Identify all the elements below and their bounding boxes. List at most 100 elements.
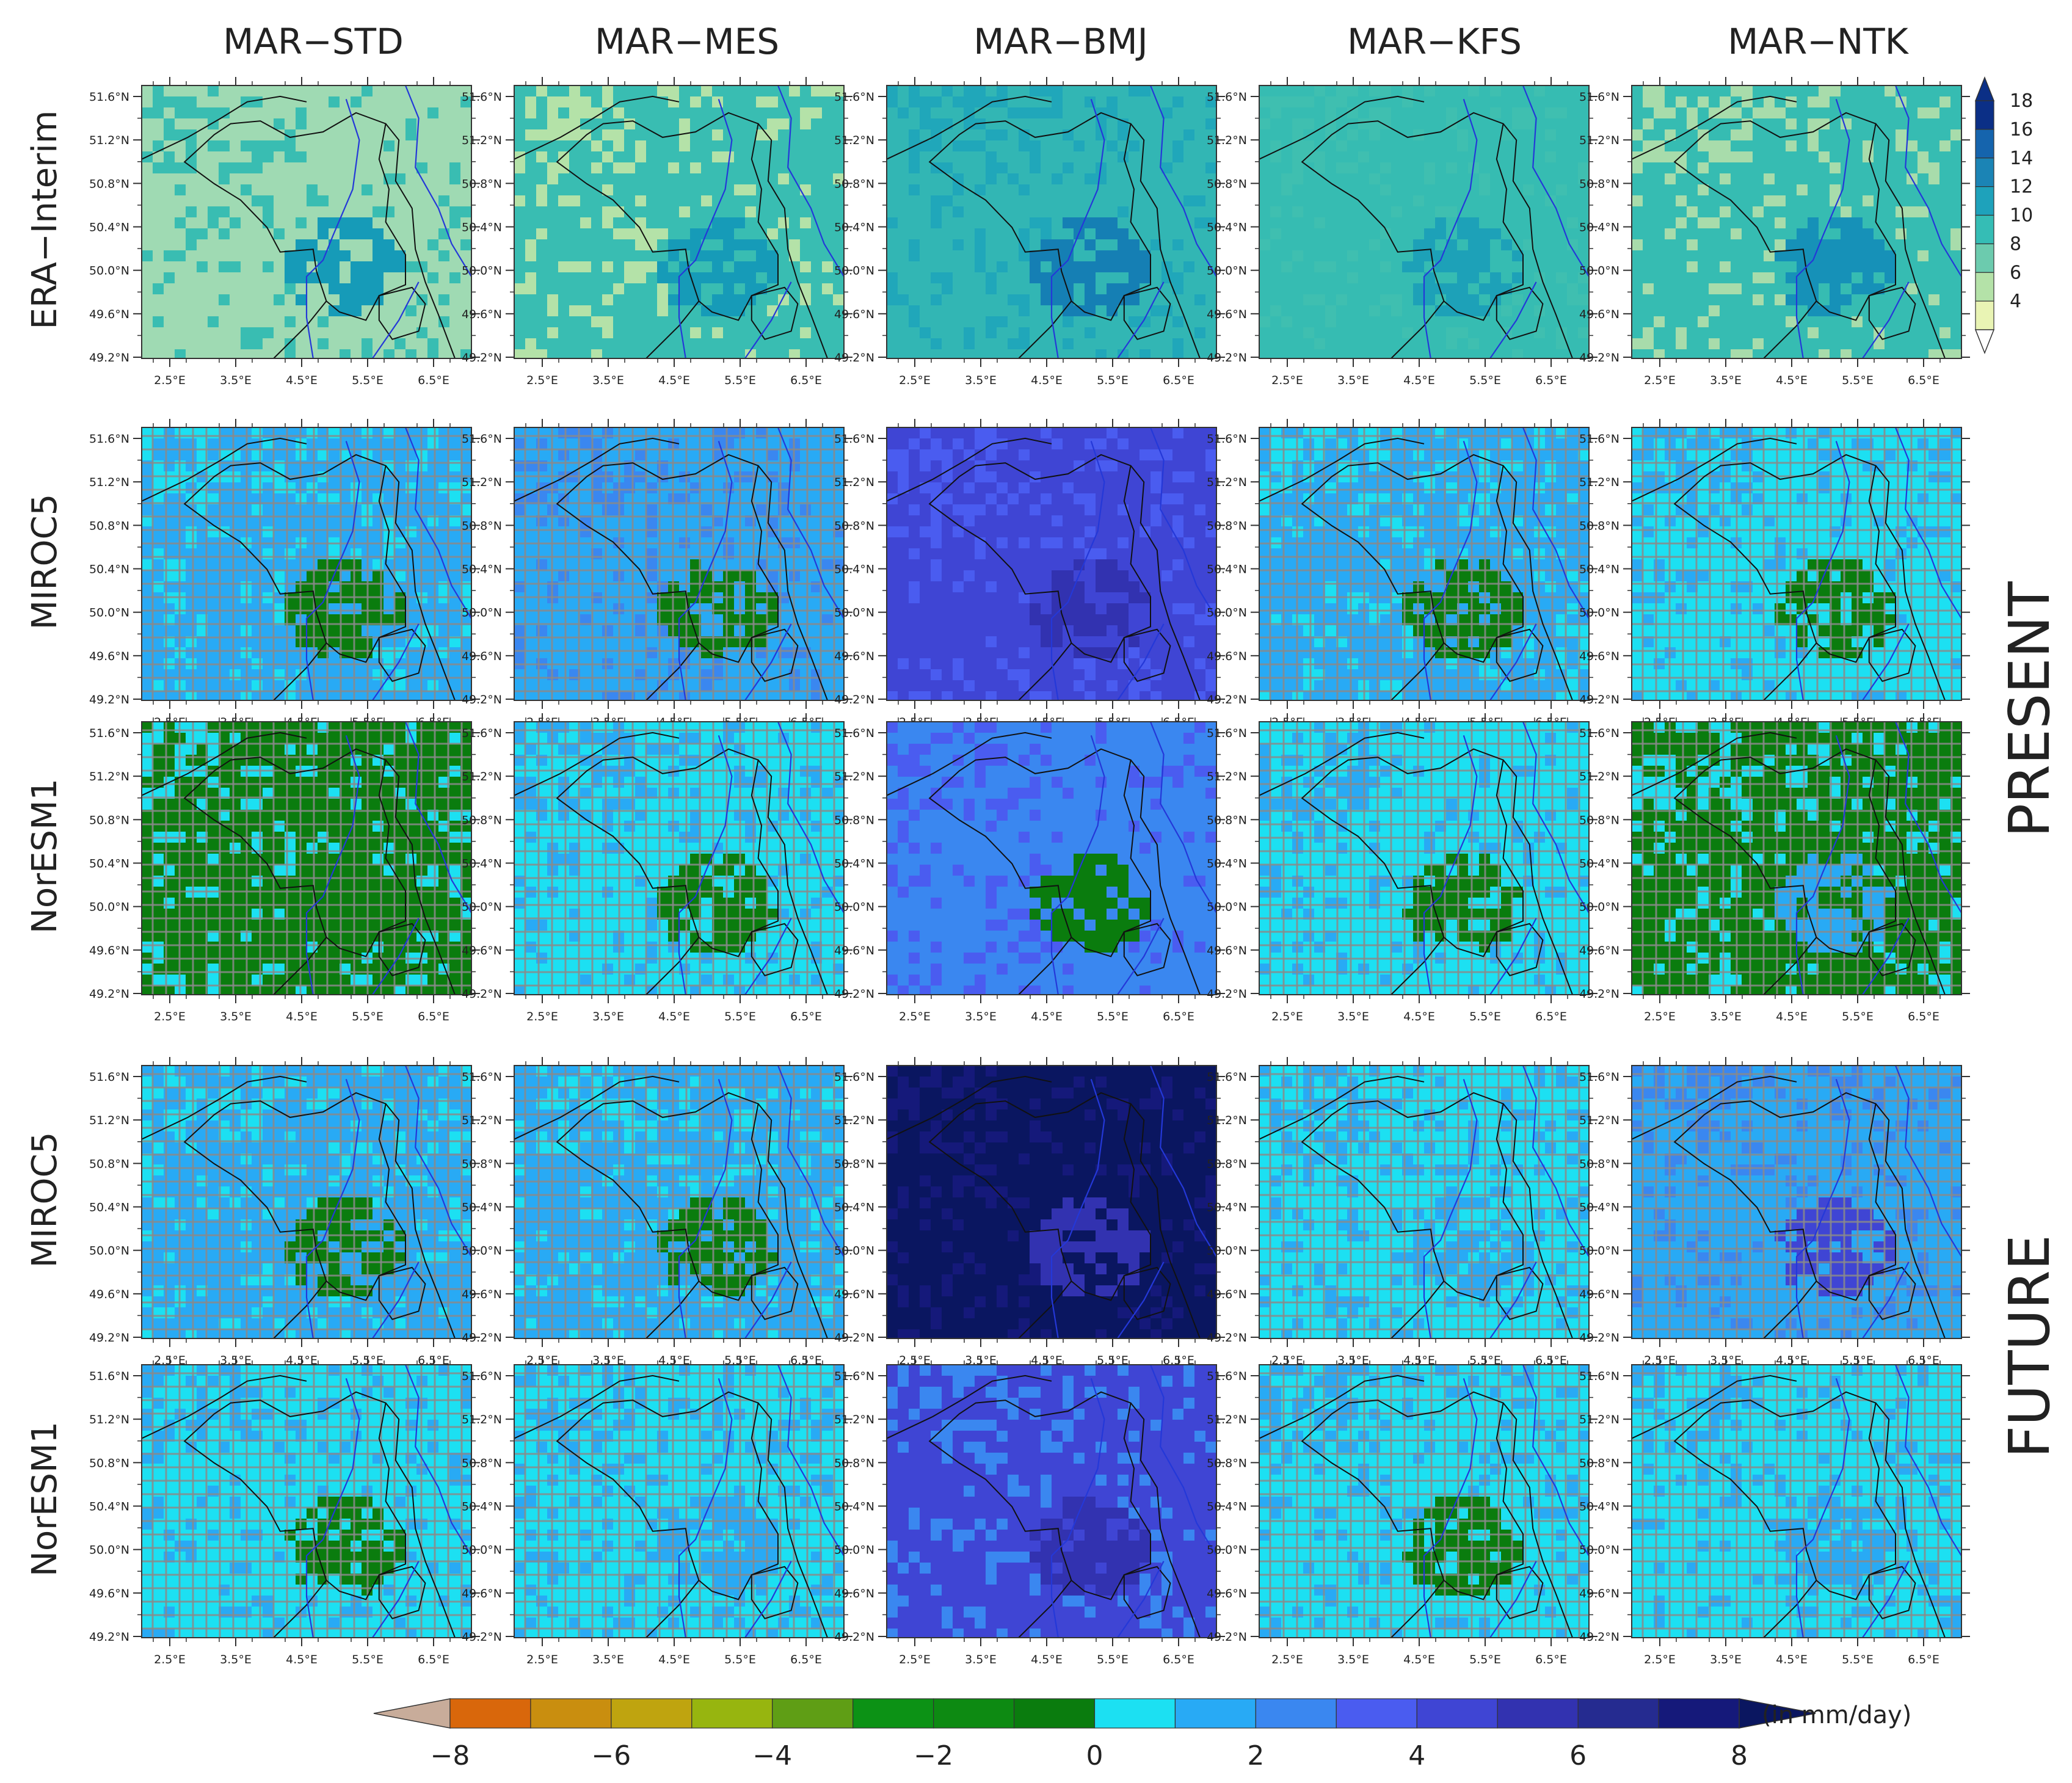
field-cell (1863, 283, 1874, 294)
field-cell (1129, 316, 1140, 327)
field-cell (1764, 680, 1775, 691)
field-cell (525, 942, 536, 953)
field-cell (1358, 151, 1369, 162)
rivers (1050, 85, 1217, 359)
latitude-axis: 51.6°N51.2°N50.8°N50.4°N50.0°N49.6°N49.2… (834, 90, 1225, 365)
field-cell (1041, 250, 1052, 261)
field-cell (1457, 217, 1468, 228)
field-cell (142, 799, 153, 810)
field-cell (1030, 272, 1041, 283)
lat-tick-label: 51.6°N (1207, 90, 1247, 104)
field-cell (602, 316, 613, 327)
field-cell (602, 261, 613, 272)
field-cell (340, 305, 351, 316)
field-cell (1140, 449, 1151, 460)
field-cell (1556, 272, 1567, 283)
field-cell (1479, 173, 1490, 184)
country-borders (886, 437, 1201, 701)
field-cell (1885, 85, 1896, 96)
field-cell (712, 327, 723, 338)
field-cell (1852, 250, 1863, 261)
field-cell (1764, 107, 1775, 118)
border-line (514, 732, 680, 796)
field-cell (1819, 349, 1830, 358)
field-cell (263, 1164, 274, 1175)
field-cell (1479, 261, 1490, 272)
field-cell (525, 239, 536, 250)
field-cell (690, 986, 701, 995)
field-cell (142, 1120, 153, 1131)
field-cell (1151, 691, 1161, 700)
field-cell (1643, 85, 1654, 96)
field-cell (558, 854, 569, 865)
field-cell (1063, 294, 1074, 305)
field-cell (1041, 625, 1052, 636)
field-cell (197, 228, 208, 239)
field-cell (723, 438, 734, 449)
lon-tick-label: 6.5°E (790, 1010, 822, 1023)
field-cell (1709, 338, 1720, 349)
field-cell (153, 85, 164, 96)
field-cell (1151, 669, 1161, 680)
panel-frame (514, 85, 845, 359)
field-cell (307, 570, 318, 581)
field-cell (1030, 217, 1041, 228)
field-cell (1687, 239, 1698, 250)
field-cell (811, 680, 822, 691)
field-cell (1118, 118, 1129, 129)
field-cell (833, 559, 844, 570)
field-cell (547, 162, 558, 173)
field-cell (1808, 283, 1819, 294)
lat-tick-label: 51.6°N (834, 90, 874, 104)
field-cell (1041, 239, 1052, 250)
field-cell (1052, 876, 1063, 887)
border-line (141, 437, 307, 502)
field-cell (712, 261, 723, 272)
rivers (678, 85, 845, 359)
field-cell (1457, 129, 1468, 140)
field-cell (1030, 85, 1041, 96)
field-cell (1063, 570, 1074, 581)
field-cell (1709, 140, 1720, 151)
field-cell (153, 733, 164, 744)
field-cell (1140, 250, 1151, 261)
field-cell (690, 854, 701, 865)
field-cell (1545, 526, 1556, 537)
field-cell (142, 733, 153, 744)
field-cell (1074, 581, 1085, 592)
lon-tick-label: 3.5°E (1710, 374, 1742, 387)
field-cell (1808, 261, 1819, 272)
field-cell (394, 338, 405, 349)
field-cell (1797, 283, 1808, 294)
field-cell (1052, 570, 1063, 581)
field-cell (340, 614, 351, 625)
field-cell (1632, 449, 1643, 460)
field-cell (1336, 810, 1347, 821)
field-cell (1720, 898, 1731, 909)
field-cell (1457, 272, 1468, 283)
field-cell (602, 625, 613, 636)
field-cell (1096, 349, 1107, 358)
field-cell (1336, 788, 1347, 799)
field-cell (1446, 810, 1457, 821)
field-cell (1041, 722, 1052, 733)
field-cell (1041, 85, 1052, 96)
field-cell (756, 636, 767, 647)
field-cell (1369, 305, 1380, 316)
field-cell (679, 294, 690, 305)
field-cell (942, 471, 953, 482)
field-cell (1183, 261, 1194, 272)
field-cell (1501, 614, 1512, 625)
field-cell (1830, 261, 1841, 272)
field-cell (1129, 777, 1140, 788)
field-cell (920, 766, 931, 777)
border-line (757, 465, 828, 701)
lat-tick-label: 51.6°N (1207, 727, 1247, 740)
field-cell (525, 129, 536, 140)
field-cell (263, 151, 274, 162)
field-cell (898, 471, 909, 482)
field-cell (384, 140, 394, 151)
field-cell (613, 129, 624, 140)
field-cell (580, 305, 591, 316)
